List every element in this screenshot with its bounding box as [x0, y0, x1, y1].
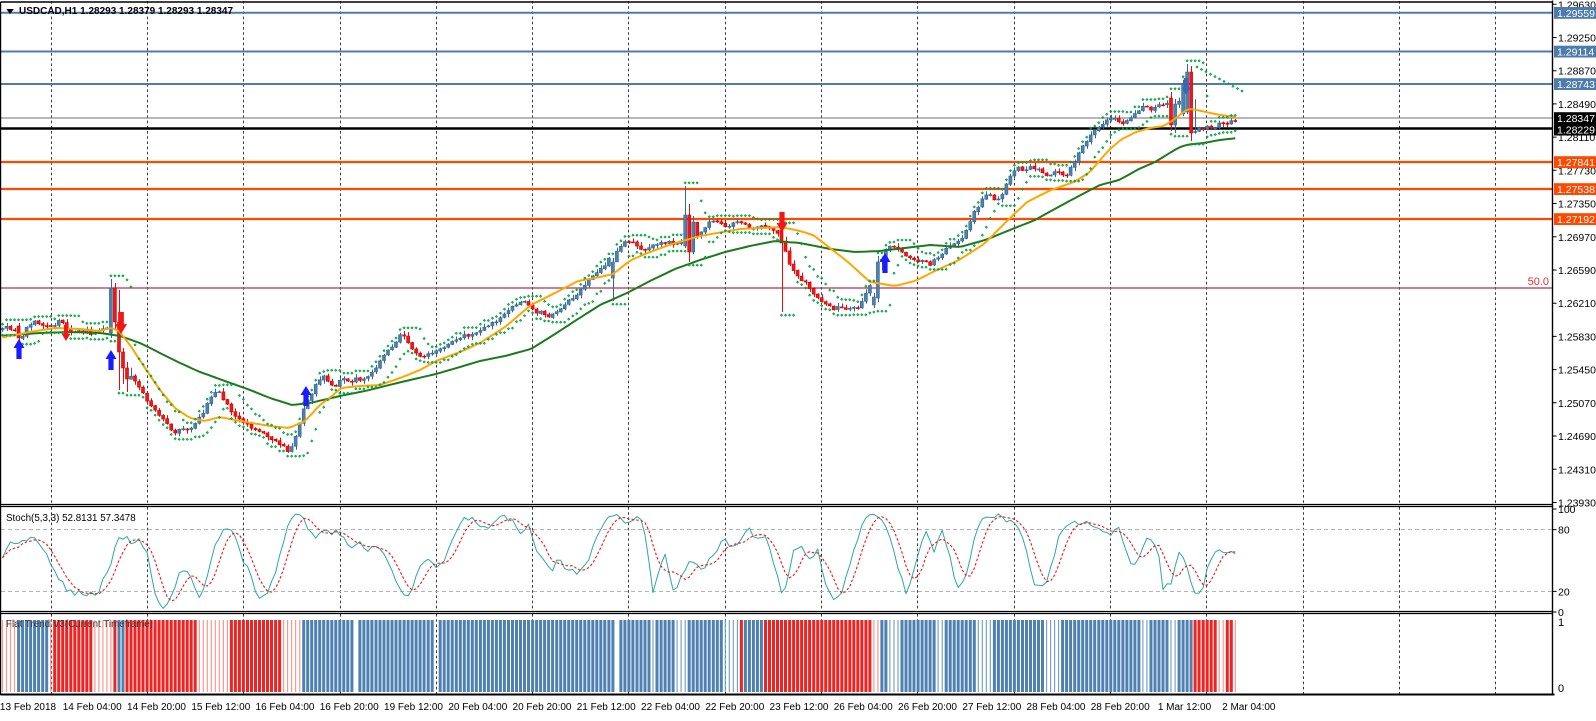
- svg-text:16 Feb 20:00: 16 Feb 20:00: [320, 702, 379, 713]
- svg-text:2 Mar 04:00: 2 Mar 04:00: [1222, 702, 1276, 713]
- svg-text:Flat Trend V3(Current Timefram: Flat Trend V3(Current Timeframe): [6, 619, 153, 630]
- svg-text:1.25830: 1.25830: [1558, 331, 1596, 343]
- svg-text:1.29114: 1.29114: [1557, 47, 1594, 59]
- svg-text:22 Feb 04:00: 22 Feb 04:00: [641, 702, 700, 713]
- svg-text:1.27841: 1.27841: [1557, 157, 1595, 169]
- svg-text:0: 0: [1558, 607, 1564, 619]
- svg-text:1.29250: 1.29250: [1558, 33, 1596, 45]
- svg-text:23 Feb 12:00: 23 Feb 12:00: [770, 702, 829, 713]
- svg-text:1.27730: 1.27730: [1558, 165, 1596, 177]
- svg-text:20 Feb 20:00: 20 Feb 20:00: [513, 702, 572, 713]
- svg-text:1: 1: [1558, 617, 1564, 629]
- svg-text:16 Feb 04:00: 16 Feb 04:00: [256, 702, 315, 713]
- svg-text:20 Feb 04:00: 20 Feb 04:00: [448, 702, 507, 713]
- svg-text:14 Feb 20:00: 14 Feb 20:00: [127, 702, 186, 713]
- svg-text:13 Feb 2018: 13 Feb 2018: [0, 702, 57, 713]
- svg-text:22 Feb 20:00: 22 Feb 20:00: [705, 702, 764, 713]
- svg-text:USDCAD,H1 1.28293 1.28379 1.2: USDCAD,H1 1.28293 1.28379 1.28293 1.2834…: [19, 6, 233, 17]
- svg-text:19 Feb 12:00: 19 Feb 12:00: [384, 702, 443, 713]
- svg-text:1.27192: 1.27192: [1557, 214, 1595, 226]
- svg-text:1.26970: 1.26970: [1558, 232, 1596, 244]
- svg-text:1.28870: 1.28870: [1558, 66, 1596, 78]
- svg-text:1.28743: 1.28743: [1557, 79, 1595, 91]
- svg-text:1.27538: 1.27538: [1557, 184, 1595, 196]
- svg-text:80: 80: [1558, 525, 1570, 537]
- svg-text:1.27350: 1.27350: [1558, 199, 1596, 211]
- svg-text:26 Feb 04:00: 26 Feb 04:00: [834, 702, 893, 713]
- svg-text:1.28490: 1.28490: [1558, 99, 1596, 111]
- svg-text:1.28229: 1.28229: [1557, 125, 1595, 137]
- svg-text:0: 0: [1558, 683, 1564, 695]
- svg-text:28 Feb 04:00: 28 Feb 04:00: [1027, 702, 1086, 713]
- svg-text:26 Feb 20:00: 26 Feb 20:00: [898, 702, 957, 713]
- svg-text:28 Feb 20:00: 28 Feb 20:00: [1091, 702, 1150, 713]
- svg-text:Stoch(5,3,3) 52.8131 57.3478: Stoch(5,3,3) 52.8131 57.3478: [6, 513, 136, 524]
- svg-text:14 Feb 04:00: 14 Feb 04:00: [63, 702, 122, 713]
- svg-text:1.25450: 1.25450: [1558, 365, 1596, 377]
- svg-text:1.26210: 1.26210: [1558, 298, 1596, 310]
- svg-text:1.24310: 1.24310: [1558, 464, 1596, 476]
- svg-text:1.23930: 1.23930: [1558, 498, 1596, 510]
- svg-text:1 Mar 12:00: 1 Mar 12:00: [1158, 702, 1212, 713]
- svg-text:1.24690: 1.24690: [1558, 431, 1596, 443]
- svg-text:100: 100: [1558, 504, 1576, 516]
- svg-text:1.26590: 1.26590: [1558, 265, 1596, 277]
- svg-text:15 Feb 12:00: 15 Feb 12:00: [191, 702, 250, 713]
- svg-text:1.29559: 1.29559: [1557, 8, 1595, 20]
- svg-text:1.25070: 1.25070: [1558, 398, 1596, 410]
- svg-text:20: 20: [1558, 586, 1570, 598]
- svg-text:27 Feb 12:00: 27 Feb 12:00: [962, 702, 1021, 713]
- svg-text:50.0: 50.0: [1528, 276, 1549, 288]
- svg-text:1.29630: 1.29630: [1558, 0, 1596, 11]
- svg-text:21 Feb 12:00: 21 Feb 12:00: [577, 702, 636, 713]
- svg-text:1.28347: 1.28347: [1557, 113, 1595, 125]
